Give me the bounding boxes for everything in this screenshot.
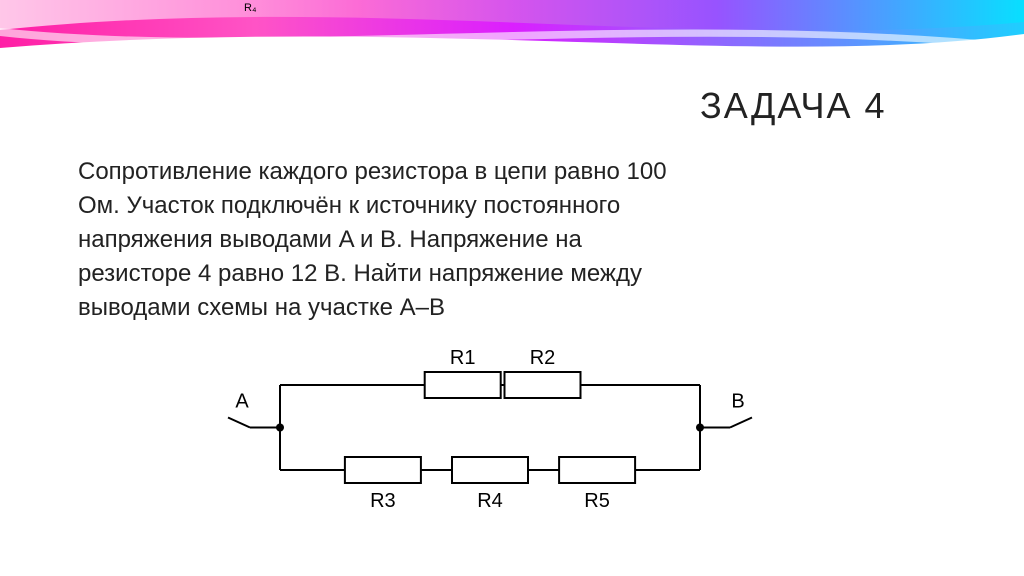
slide-title: ЗАДАЧА 4 <box>700 85 887 127</box>
resistor-label: R1 <box>450 347 476 369</box>
problem-text-line: напряжения выводами A и B. Напряжение на <box>78 223 667 257</box>
terminal-b-label: B <box>731 391 744 413</box>
problem-text-line: Ом. Участок подключён к источнику постоя… <box>78 189 667 223</box>
resistor-label: R5 <box>584 490 610 512</box>
resistor-label: R4 <box>477 490 503 512</box>
resistor-label: R2 <box>530 347 556 369</box>
terminal-a-label: A <box>235 391 249 413</box>
problem-text-line: резисторе 4 равно 12 В. Найти напряжение… <box>78 257 667 291</box>
problem-text: Сопротивление каждого резистора в цепи р… <box>78 155 667 325</box>
circuit-diagram: R1 R2 R3 R4 R5 A B <box>210 345 770 525</box>
problem-text-line: выводами схемы на участке A–B <box>78 291 667 325</box>
header-ribbon <box>0 0 1024 70</box>
corner-label: R₄ <box>244 2 256 14</box>
problem-text-line: Сопротивление каждого резистора в цепи р… <box>78 155 667 189</box>
resistor-label: R3 <box>370 490 396 512</box>
